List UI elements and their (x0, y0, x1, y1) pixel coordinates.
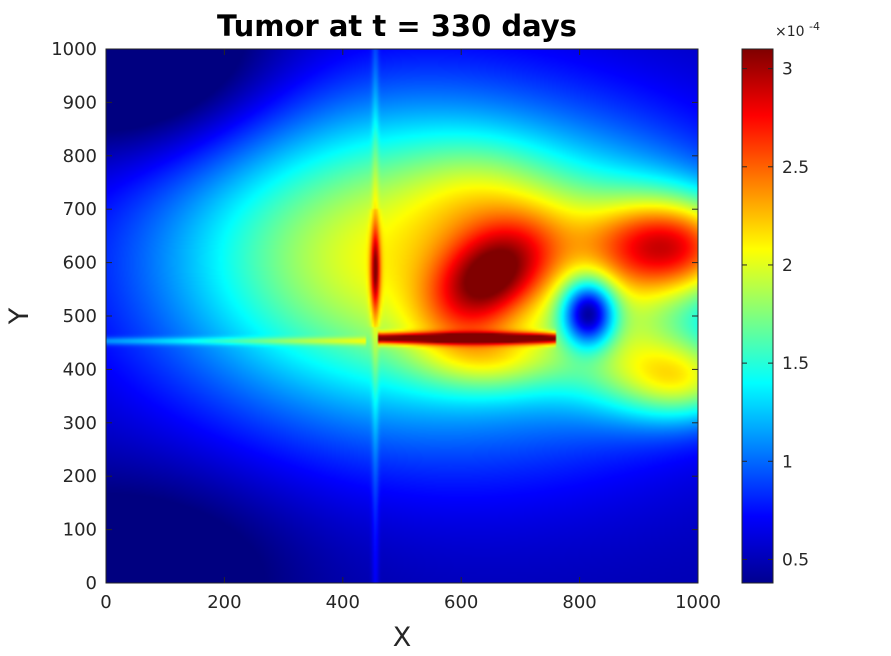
colorbar-exponent-base: ×10 (775, 24, 805, 40)
y-tick-label: 800 (63, 146, 97, 167)
x-tick-label: 200 (207, 592, 241, 613)
y-tick-label: 400 (63, 359, 97, 380)
colorbar-exponent: ×10 -4 (775, 20, 820, 40)
colorbar-exponent-power: -4 (809, 20, 820, 33)
y-tick-label: 0 (86, 573, 97, 594)
y-tick-label: 200 (63, 466, 97, 487)
heatmap-surface (106, 49, 698, 583)
chart-title: Tumor at t = 330 days (217, 9, 577, 43)
y-axis-label: Y (4, 307, 35, 325)
plot-area (106, 49, 698, 583)
y-tick-label: 900 (63, 92, 97, 113)
colorbar-tick-label: 2 (782, 256, 793, 276)
colorbar-tick-label: 1.5 (782, 354, 809, 374)
x-tick-label: 1000 (675, 592, 721, 613)
colorbar: 0.5 1 1.5 2 2.5 3 ×10 -4 (741, 20, 820, 584)
y-tick-label: 600 (63, 253, 97, 274)
colorbar-ticks: 0.5 1 1.5 2 2.5 3 (742, 60, 809, 570)
x-tick-label: 0 (100, 592, 111, 613)
y-tick-label: 500 (63, 306, 97, 327)
x-tick-label: 600 (444, 592, 478, 613)
x-tick-label: 800 (562, 592, 596, 613)
y-axis: 0 100 200 300 400 500 600 700 800 900 1000 (51, 39, 698, 594)
y-tick-label: 1000 (51, 39, 97, 60)
colorbar-tick-label: 0.5 (782, 550, 809, 570)
x-axis-label: X (393, 622, 412, 653)
colorbar-gradient (741, 48, 774, 584)
colorbar-tick-label: 1 (782, 452, 793, 472)
y-tick-label: 300 (63, 413, 97, 434)
plot-border (105, 48, 699, 584)
colorbar-tick-label: 2.5 (782, 158, 809, 178)
x-axis: 0 200 400 600 800 1000 (100, 49, 721, 613)
x-tick-label: 400 (326, 592, 360, 613)
y-tick-label: 100 (63, 520, 97, 541)
colorbar-tick-label: 3 (782, 60, 793, 80)
y-tick-label: 700 (63, 199, 97, 220)
